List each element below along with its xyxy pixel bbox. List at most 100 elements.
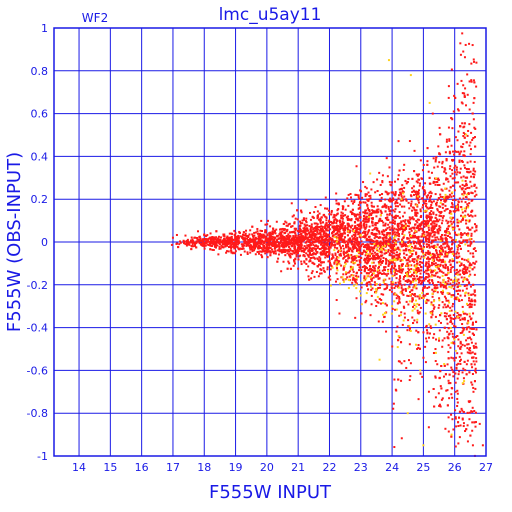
data-point (471, 112, 474, 115)
data-point (455, 166, 458, 169)
data-point (403, 186, 406, 189)
data-point (400, 195, 403, 198)
data-point (316, 226, 319, 229)
data-point (409, 291, 412, 294)
data-point (325, 229, 328, 232)
data-point (383, 315, 386, 318)
data-point (244, 242, 247, 245)
data-point (291, 238, 294, 241)
data-point (473, 290, 476, 293)
data-point (434, 216, 437, 219)
data-point (447, 379, 450, 382)
data-point (360, 268, 363, 271)
data-point (175, 233, 178, 236)
data-point (385, 286, 388, 289)
data-point (426, 237, 429, 240)
data-point (455, 257, 458, 260)
data-point (403, 220, 406, 223)
data-point (462, 280, 465, 283)
data-point (424, 277, 427, 280)
data-point (330, 211, 333, 214)
data-point (380, 255, 383, 258)
data-point (222, 233, 225, 236)
data-point (225, 243, 228, 246)
data-point (354, 246, 357, 249)
data-point (417, 331, 420, 334)
data-point (449, 250, 452, 253)
data-point (415, 262, 418, 265)
data-point (334, 229, 337, 232)
data-point (449, 152, 452, 155)
data-point (368, 257, 371, 260)
data-point (257, 239, 260, 242)
data-point (441, 216, 444, 219)
data-point (296, 218, 299, 221)
data-point (256, 250, 259, 253)
data-point (450, 117, 453, 120)
data-point (445, 172, 448, 175)
data-point (384, 243, 387, 246)
data-point (372, 205, 375, 208)
data-point (400, 245, 403, 248)
data-point (364, 243, 367, 246)
data-point (470, 185, 473, 188)
data-point (465, 222, 468, 225)
data-point (471, 372, 474, 375)
data-point (376, 227, 379, 230)
data-point (375, 232, 378, 235)
data-point (366, 220, 369, 223)
data-point (459, 362, 462, 365)
data-point (427, 220, 430, 223)
data-point (465, 339, 468, 342)
data-point (413, 149, 416, 152)
data-point (266, 237, 269, 240)
data-point (277, 242, 280, 245)
data-point (214, 245, 217, 248)
data-point (456, 404, 459, 407)
data-point (428, 264, 431, 267)
data-point (419, 208, 422, 211)
data-point (431, 235, 434, 238)
data-point (429, 213, 432, 216)
data-point (464, 430, 467, 433)
data-point (368, 198, 371, 201)
data-point (357, 218, 360, 221)
data-point (400, 199, 403, 202)
data-point (450, 413, 453, 416)
data-point (342, 273, 345, 276)
data-point (432, 200, 435, 203)
data-point (319, 264, 322, 267)
data-point (349, 265, 352, 268)
data-point (379, 258, 382, 261)
data-point (453, 210, 456, 213)
data-point (420, 296, 423, 299)
data-point (444, 151, 447, 154)
data-point (351, 258, 354, 261)
data-point (399, 243, 402, 246)
data-point (475, 186, 478, 189)
data-point (381, 237, 384, 240)
data-point (368, 209, 371, 212)
data-point (335, 263, 338, 266)
data-point (438, 297, 441, 300)
data-point (309, 239, 312, 242)
data-point (466, 424, 469, 427)
data-point (443, 295, 446, 298)
data-point (462, 312, 465, 315)
data-point (340, 236, 343, 239)
data-point (447, 292, 450, 295)
data-point (385, 157, 388, 160)
data-point (362, 249, 365, 252)
data-point (409, 362, 412, 365)
data-point (318, 240, 321, 243)
data-point (418, 248, 421, 251)
data-point (265, 238, 268, 241)
data-point (186, 242, 189, 245)
data-point (351, 278, 354, 281)
data-point (458, 264, 461, 267)
data-point (473, 273, 476, 276)
data-point (438, 270, 441, 273)
data-point (260, 242, 263, 245)
data-point (275, 228, 278, 231)
data-point (472, 176, 475, 179)
